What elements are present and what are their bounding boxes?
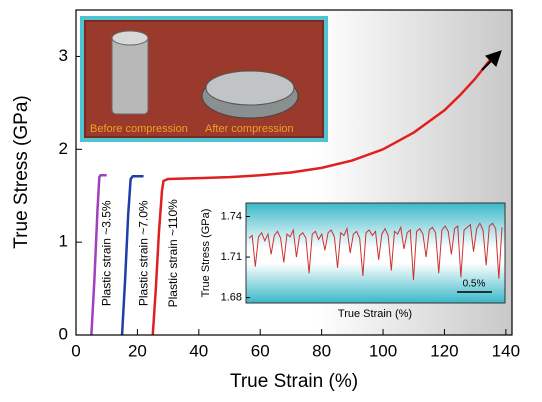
x-tick-label: 80 <box>312 341 331 360</box>
disk-top <box>206 71 294 105</box>
annotation: Plastic strain ~3.5% <box>100 200 114 306</box>
y-axis-title: True Stress (GPa) <box>11 95 32 248</box>
y-tick-label: 1 <box>59 232 68 251</box>
inset-y-tick-label: 1.71 <box>221 251 242 263</box>
inset-y-tick-label: 1.68 <box>221 292 242 304</box>
x-tick-label: 60 <box>251 341 270 360</box>
scale-bar-label: 0.5% <box>463 279 486 290</box>
inset-x-label: True Strain (%) <box>338 308 412 320</box>
inset-y-tick-label: 1.74 <box>221 210 242 222</box>
annotation: Plastic strain ~7.0% <box>136 200 150 306</box>
x-tick-label: 140 <box>492 341 520 360</box>
y-tick-label: 2 <box>59 139 68 158</box>
photo-inset: Before compression After compression <box>82 18 326 140</box>
chart: 0 20 40 60 80 100 120 140 0 1 2 3 Plastic strain ~3.… <box>0 0 542 402</box>
inset-y-label: True Stress (GPa) <box>200 209 212 298</box>
photo-label: After compression <box>205 123 294 135</box>
x-tick-label: 100 <box>369 341 397 360</box>
y-tick-label: 3 <box>59 46 68 65</box>
x-tick-label: 120 <box>430 341 458 360</box>
inset-chart: 0.5% True Strain (%) True Stress (GPa) 1… <box>200 203 505 320</box>
y-tick-label: 0 <box>59 324 68 343</box>
cylinder <box>112 36 148 114</box>
cylinder-top <box>112 31 148 45</box>
x-tick-label: 0 <box>71 341 80 360</box>
x-tick-label: 40 <box>189 341 208 360</box>
x-axis-title: True Strain (%) <box>230 371 358 392</box>
x-tick-label: 20 <box>128 341 147 360</box>
annotation: Plastic strain ~110% <box>166 199 180 307</box>
photo-label: Before compression <box>90 123 188 135</box>
